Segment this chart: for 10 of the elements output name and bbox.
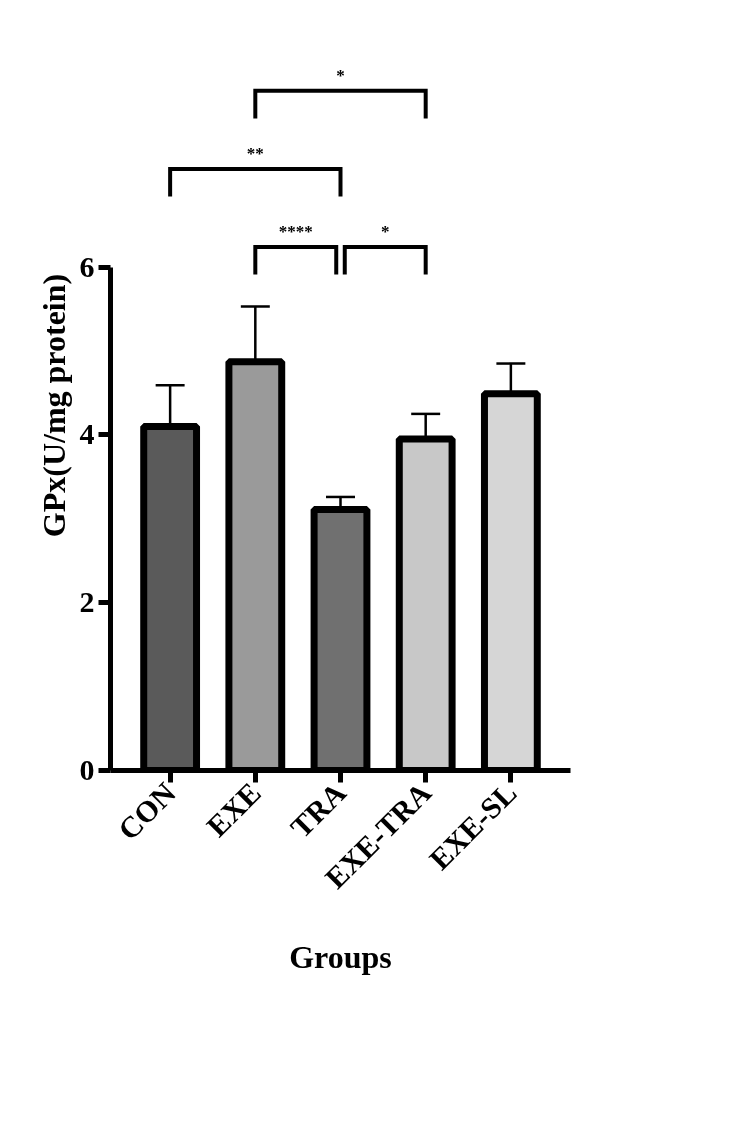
- y-tick-label: 4: [79, 417, 95, 451]
- y-tick-label: 0: [79, 753, 95, 786]
- text: *: [380, 221, 390, 241]
- y-tick-label: 6: [79, 249, 95, 283]
- text: **: [246, 143, 264, 163]
- text: *: [336, 65, 345, 85]
- x-axis-title: Groups: [289, 939, 392, 976]
- text: ****: [278, 221, 313, 241]
- y-tick-label: 2: [79, 585, 95, 619]
- y-axis-title: GPx(U/mg protein): [35, 273, 72, 538]
